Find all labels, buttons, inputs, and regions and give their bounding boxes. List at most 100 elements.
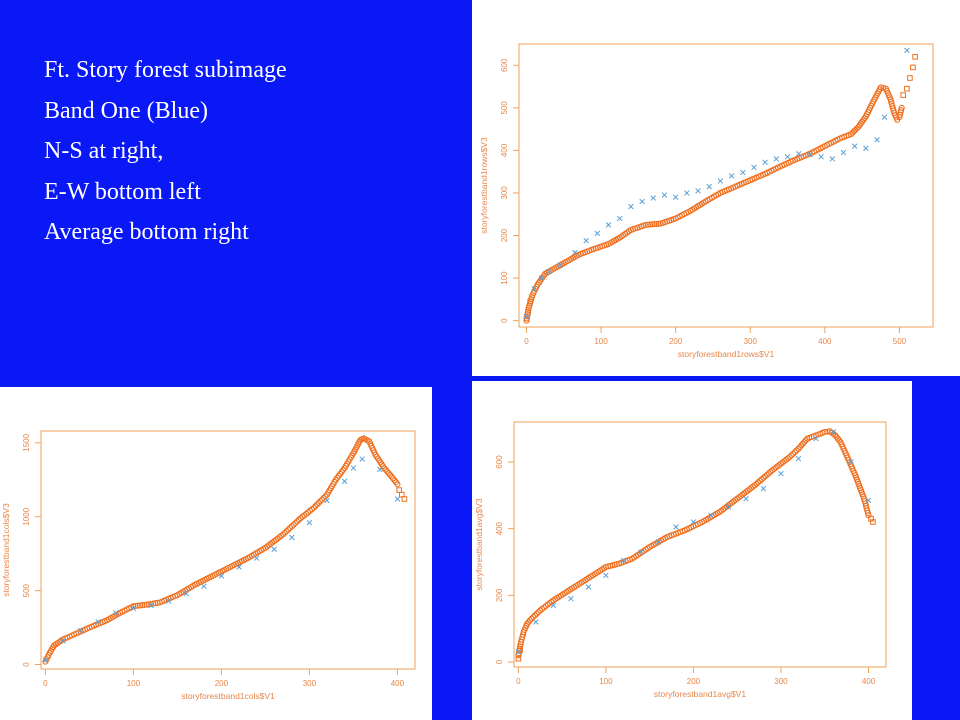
data-point [531, 612, 539, 619]
x-tick-label: 0 [524, 337, 529, 346]
data-point [728, 173, 735, 179]
x-tick-label: 200 [669, 337, 683, 346]
data-point [725, 504, 732, 510]
data-point [538, 275, 545, 281]
data-point [655, 539, 662, 545]
plot-frame [513, 421, 887, 668]
data-point [647, 221, 654, 228]
data-point [672, 194, 679, 200]
y-tick-label: 200 [495, 588, 504, 602]
data-point [650, 195, 657, 201]
x-axis-label: storyforestband1avg$V1 [654, 689, 746, 699]
data-point [294, 518, 301, 525]
chart-panel-rows: 0 100 200 300 400 500 0 100 200 300 400 500 600 story… [472, 0, 960, 376]
plot-frame [40, 430, 416, 670]
data-point [132, 602, 139, 609]
x-tick-label: 0 [516, 677, 521, 686]
x-tick-label: 300 [744, 337, 758, 346]
caption-line-average: Average bottom right [44, 219, 249, 245]
y-tick-label: 100 [500, 271, 509, 285]
data-point [218, 573, 225, 579]
data-point [148, 602, 154, 609]
data-point [60, 638, 66, 644]
data-point [319, 496, 326, 503]
data-point [42, 657, 49, 663]
caption-line-ns: N-S at right, [44, 138, 164, 164]
data-point [898, 104, 905, 111]
data-point [401, 496, 408, 502]
data-point [533, 610, 540, 617]
data-point [865, 497, 872, 504]
y-axis-label: storyforestband1cols$V3 [1, 503, 11, 597]
plot-frame [518, 43, 934, 328]
data-point [790, 450, 797, 457]
x-tick-label: 300 [303, 679, 317, 688]
data-point [377, 466, 383, 473]
data-point [763, 471, 771, 478]
data-point [77, 627, 84, 634]
y-tick-label: 0 [22, 662, 31, 667]
data-point [312, 503, 319, 510]
data-point [644, 221, 651, 228]
data-point [314, 501, 321, 508]
data-point [253, 555, 260, 561]
data-point [706, 183, 712, 190]
scatter-plot-avg: 0 100 200 300 400 0 200 400 600 storyforestband1a… [474, 421, 887, 699]
series-square [515, 515, 876, 662]
caption-line-title: Ft. Story forest subimage [44, 57, 287, 83]
data-point [583, 237, 589, 244]
y-tick-label: 1500 [22, 433, 31, 451]
data-point [751, 164, 757, 171]
data-point [807, 151, 813, 158]
data-point [673, 524, 679, 530]
data-point [851, 143, 858, 149]
data-point [799, 440, 806, 447]
y-tick-label: 0 [500, 318, 509, 323]
data-point [795, 151, 802, 157]
data-point [762, 159, 768, 166]
x-tick-label: 0 [43, 679, 48, 688]
x-tick-label: 300 [774, 677, 788, 686]
data-point [653, 220, 660, 228]
x-tick-label: 400 [818, 337, 832, 346]
data-point [546, 268, 552, 275]
data-point [523, 313, 530, 320]
data-point [310, 504, 317, 511]
data-point [568, 595, 574, 602]
data-point [320, 494, 327, 501]
data-point [910, 64, 916, 71]
x-tick-label: 400 [391, 679, 405, 688]
x-tick-label: 200 [215, 679, 229, 688]
data-point [870, 519, 876, 525]
data-point [315, 499, 322, 506]
data-point [572, 249, 578, 256]
data-point [904, 47, 910, 54]
x-tick-label: 100 [127, 679, 141, 688]
data-point [95, 618, 101, 625]
y-tick-label: 500 [22, 583, 31, 597]
data-point [136, 602, 144, 609]
y-tick-label: 400 [500, 143, 509, 157]
data-point [900, 92, 906, 98]
data-point [649, 221, 656, 228]
y-axis-label: storyforestband1avg$V3 [474, 498, 484, 590]
data-point [533, 619, 539, 625]
data-point [818, 154, 824, 160]
data-point [134, 602, 141, 609]
data-point [165, 598, 172, 604]
x-tick-label: 100 [594, 337, 608, 346]
data-point [317, 498, 324, 505]
x-tick-label: 500 [893, 337, 907, 346]
caption-text: Ft. Story forest subimage Band One (Blue… [44, 50, 287, 253]
y-axis-label: storyforestband1rows$V3 [479, 137, 489, 234]
data-point [289, 534, 295, 541]
data-point [620, 557, 627, 564]
series-circle [515, 428, 872, 659]
series-x [42, 456, 401, 663]
data-point [394, 481, 401, 488]
y-tick-label: 400 [495, 521, 504, 535]
y-tick-label: 600 [500, 58, 509, 72]
data-point [286, 524, 294, 532]
series-x [523, 47, 910, 320]
chart-panel-cols: 0 100 200 300 400 0 500 1000 1500 storyforestband… [0, 387, 432, 720]
